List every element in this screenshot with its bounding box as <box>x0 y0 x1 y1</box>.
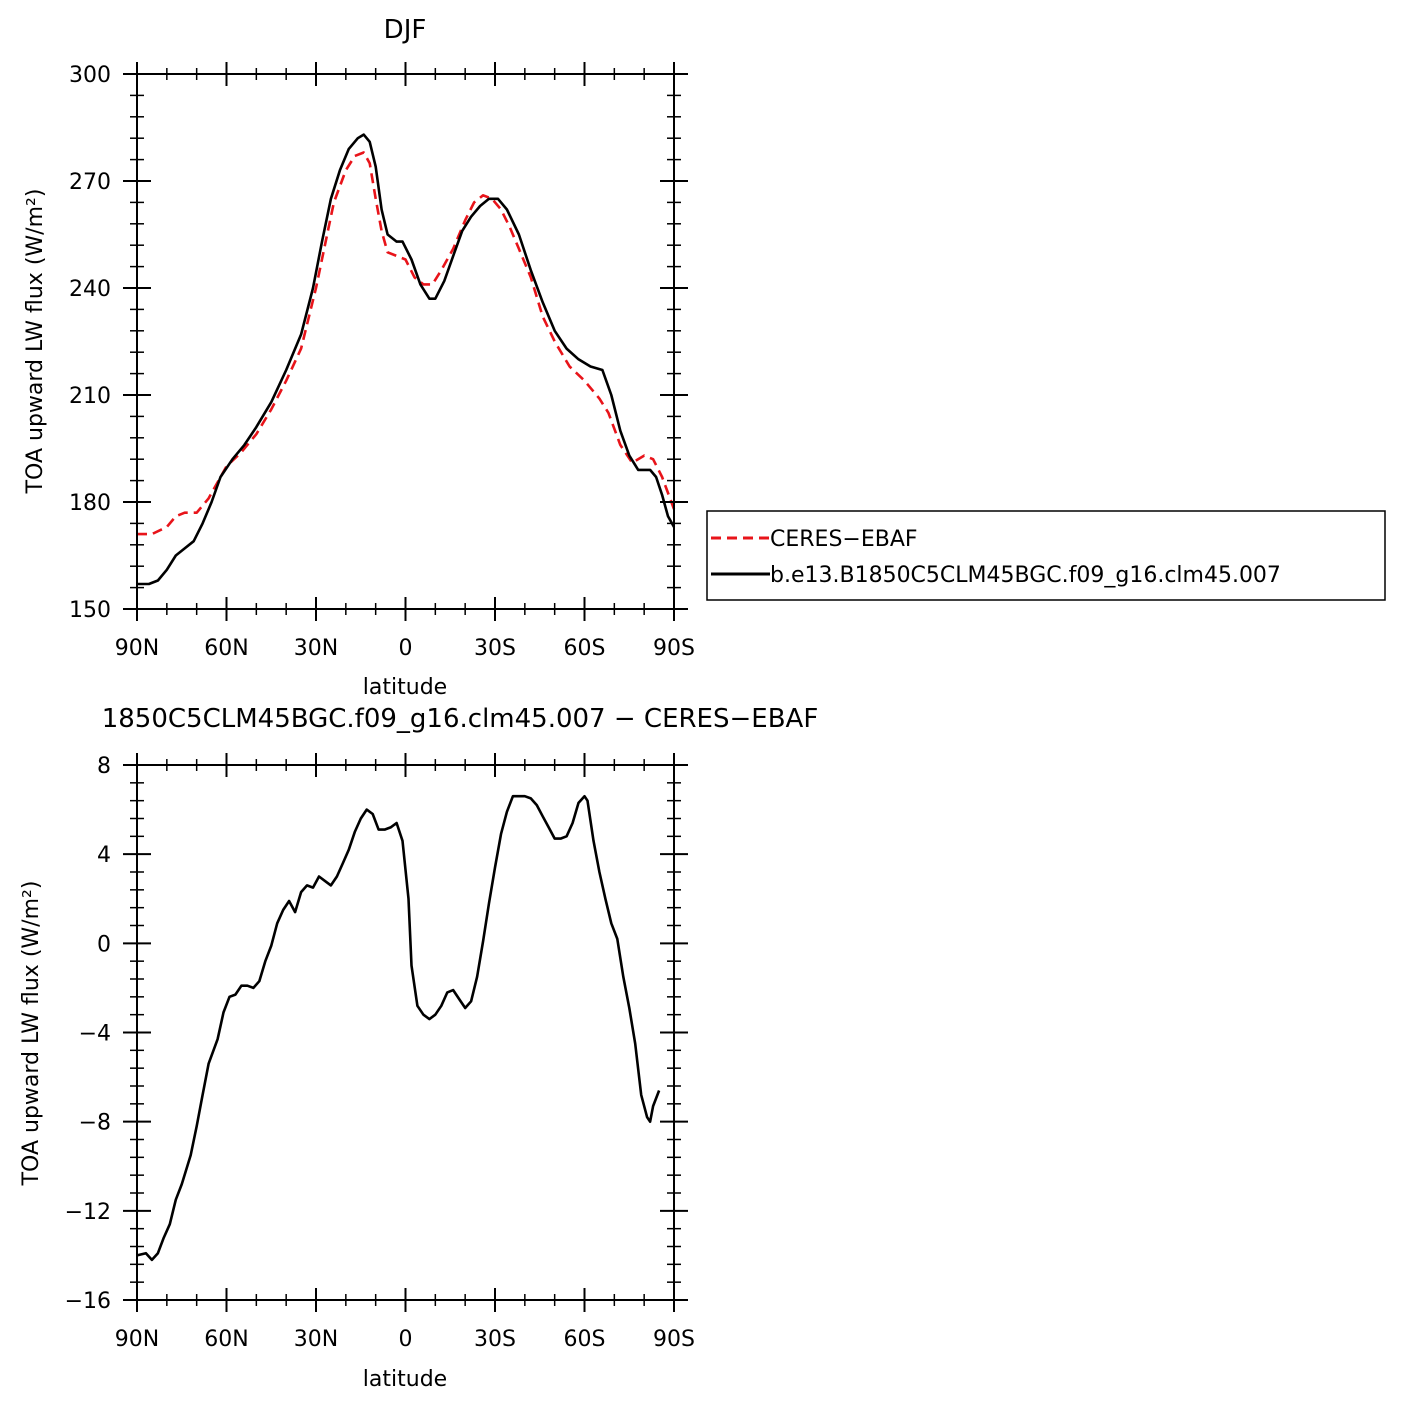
bottom-x-tick-label: 30N <box>294 1327 338 1352</box>
bottom-x-axis-title: latitude <box>363 1367 447 1392</box>
legend-label-model: b.e13.B1850C5CLM45BGC.f09_g16.clm45.007 <box>770 563 1281 588</box>
top-x-tick-label: 60S <box>564 636 606 661</box>
top-plot-frame <box>136 73 675 610</box>
top-panel: DJF 90N 60N 30N 0 30S 60S 90S 150 180 210 240 270 30… <box>23 15 695 700</box>
bottom-y-axis-title: TOA upward LW flux (W/m²) <box>19 881 44 1187</box>
top-x-tick-label: 30N <box>294 636 338 661</box>
legend-box <box>706 510 1386 601</box>
top-x-axis-title: latitude <box>363 675 447 700</box>
bottom-series-line-0 <box>136 794 661 1262</box>
bottom-x-tick-label: 90N <box>115 1327 159 1352</box>
bottom-y-tick-label: −8 <box>79 1111 111 1136</box>
top-y-axis-title: TOA upward LW flux (W/m²) <box>23 189 48 495</box>
bottom-y-tick-label: 8 <box>97 754 111 779</box>
top-plot-title: DJF <box>384 15 427 45</box>
bottom-tick-layer <box>123 753 688 1312</box>
top-x-tick-label: 30S <box>474 636 516 661</box>
top-x-tick-label: 60N <box>204 636 248 661</box>
top-y-tick-label: 270 <box>69 170 111 195</box>
top-y-tick-label: 210 <box>69 384 111 409</box>
top-y-tick-label: 150 <box>69 598 111 623</box>
top-y-tick-label: 180 <box>69 491 111 516</box>
top-x-tick-label: 90N <box>115 636 159 661</box>
bottom-y-tick-label: 4 <box>97 843 111 868</box>
top-y-tick-label: 300 <box>69 63 111 88</box>
top-tick-labels: 90N 60N 30N 0 30S 60S 90S 150 180 210 240 270 300 <box>69 63 695 661</box>
bottom-series-layer <box>136 794 661 1262</box>
bottom-x-tick-label: 60S <box>564 1327 606 1352</box>
legend-label-ceres-ebaf: CERES−EBAF <box>770 527 918 552</box>
bottom-y-tick-label: −16 <box>65 1289 111 1314</box>
bottom-x-tick-label: 90S <box>653 1327 695 1352</box>
bottom-tick-labels: 90N 60N 30N 0 30S 60S 90S −16 −12 −8 −4 0 4 8 <box>65 754 695 1352</box>
bottom-y-tick-label: 0 <box>97 932 111 957</box>
bottom-y-tick-label: −12 <box>65 1200 111 1225</box>
top-tick-layer <box>123 62 688 621</box>
bottom-x-tick-label: 30S <box>474 1327 516 1352</box>
top-y-tick-label: 240 <box>69 277 111 302</box>
top-series-line-1 <box>137 133 676 586</box>
top-x-tick-label: 0 <box>399 636 413 661</box>
bottom-x-tick-label: 60N <box>204 1327 248 1352</box>
bottom-plot-title: 1850C5CLM45BGC.f09_g16.clm45.007 − CERES… <box>102 704 819 734</box>
bottom-panel: 1850C5CLM45BGC.f09_g16.clm45.007 − CERES… <box>19 704 818 1392</box>
bottom-x-tick-label: 0 <box>399 1327 413 1352</box>
top-x-tick-label: 90S <box>653 636 695 661</box>
top-series-line-0 <box>137 151 676 536</box>
bottom-y-tick-label: −4 <box>79 1022 111 1047</box>
top-series-layer <box>137 133 676 586</box>
legend: CERES−EBAF b.e13.B1850C5CLM45BGC.f09_g16… <box>706 510 1386 601</box>
